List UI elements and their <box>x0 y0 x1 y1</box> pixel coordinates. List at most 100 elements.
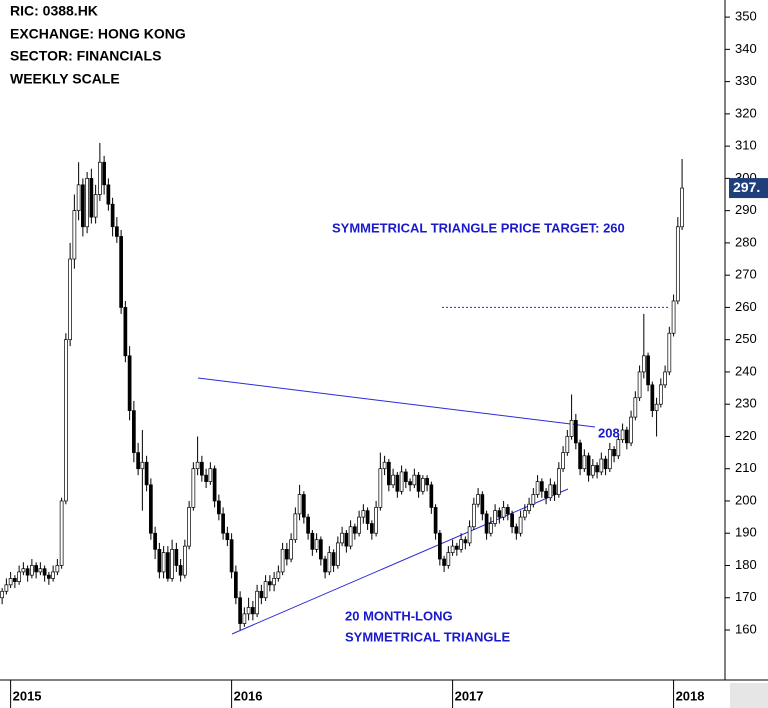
candle-body <box>586 455 591 476</box>
candle-body <box>667 332 672 373</box>
candle-body <box>323 558 327 573</box>
candle-body <box>493 510 497 524</box>
candle-body <box>310 532 315 550</box>
y-tick-label: 220 <box>735 428 757 443</box>
candle-body <box>450 545 455 553</box>
candle-body <box>25 568 30 576</box>
candle-body <box>149 484 153 534</box>
candle-body <box>663 371 667 386</box>
candle-body <box>675 226 680 302</box>
candle-body <box>51 571 55 579</box>
candle-body <box>603 458 608 470</box>
candle-body <box>561 452 565 470</box>
candle-body <box>297 494 302 515</box>
candle-body <box>123 307 128 357</box>
candle-body <box>552 484 557 495</box>
candle-body <box>174 549 179 566</box>
candle-body <box>459 539 463 550</box>
corner-box <box>730 683 768 708</box>
candle-body <box>272 578 276 586</box>
y-tick-label: 250 <box>735 331 757 346</box>
candle-body <box>212 468 217 502</box>
candle-body <box>280 549 285 573</box>
candle-body <box>195 461 200 470</box>
candle-body <box>488 523 493 534</box>
candle-body <box>217 500 221 515</box>
candle-body <box>471 503 476 528</box>
candle-body <box>412 474 417 486</box>
candle-body <box>480 494 485 515</box>
y-tick-label: 210 <box>735 460 757 475</box>
last-price-label: 297. <box>733 179 760 195</box>
candle-body <box>399 471 404 492</box>
candle-body <box>85 178 89 228</box>
upper-trendline <box>197 377 596 428</box>
candle-body <box>569 419 574 437</box>
candle-body <box>386 461 391 486</box>
candle-body <box>463 539 468 544</box>
candle-body <box>382 461 387 470</box>
candle-body <box>293 513 298 541</box>
candle-body <box>208 468 213 482</box>
y-tick-label: 330 <box>735 73 757 88</box>
candle-body <box>170 549 174 579</box>
candle-body <box>64 339 68 502</box>
candle-body <box>467 526 472 544</box>
candle-body <box>68 258 72 341</box>
candle-body <box>616 439 621 457</box>
candle-body <box>544 490 548 499</box>
candle-body <box>637 371 642 399</box>
annotation: 20 MONTH-LONG <box>345 608 453 623</box>
candle-body <box>620 429 625 441</box>
y-tick-label: 270 <box>735 267 757 282</box>
candle-body <box>204 474 208 482</box>
candle-body <box>89 178 94 218</box>
candle-body <box>344 532 349 547</box>
candle-body <box>191 468 196 508</box>
candle-body <box>34 565 38 573</box>
candle-body <box>429 484 434 508</box>
candle-body <box>161 552 166 573</box>
candle-body <box>624 429 629 444</box>
candle-body <box>30 565 34 576</box>
candle-body <box>302 494 306 518</box>
candle-body <box>510 513 514 528</box>
candle-body <box>153 532 157 550</box>
candle-body <box>285 549 289 560</box>
x-tick-label: 2015 <box>13 688 42 703</box>
candle-body <box>446 552 451 566</box>
candle-body <box>658 384 663 405</box>
candle-body <box>136 452 140 470</box>
candle-body <box>306 516 310 534</box>
candle-body <box>395 474 400 492</box>
candle-body <box>629 416 633 444</box>
candle-body <box>420 478 425 492</box>
candles <box>0 142 684 630</box>
candle-body <box>433 507 438 534</box>
candle-body <box>573 419 578 444</box>
candle-body <box>289 539 293 560</box>
candle-body <box>166 552 170 579</box>
candle-body <box>276 571 281 579</box>
annotation: 208 <box>598 425 620 440</box>
candle-body <box>225 532 230 541</box>
candle-body <box>259 590 264 599</box>
y-tick-label: 180 <box>735 557 757 572</box>
candle-body <box>13 578 17 582</box>
annotation: SYMMETRICAL TRIANGLE PRICE TARGET: 260 <box>332 220 625 235</box>
candle-body <box>200 461 204 476</box>
candle-body <box>0 590 4 599</box>
candle-body <box>408 481 412 486</box>
candle-body <box>59 500 64 566</box>
candle-body <box>582 455 587 470</box>
candle-body <box>522 510 527 518</box>
candle-body <box>535 481 540 495</box>
candle-body <box>425 478 429 486</box>
candle-body <box>565 436 570 453</box>
candle-body <box>140 461 145 470</box>
candle-body <box>416 474 421 492</box>
candle-body <box>221 513 225 534</box>
candle-body <box>234 571 238 599</box>
candle-body <box>361 510 366 518</box>
